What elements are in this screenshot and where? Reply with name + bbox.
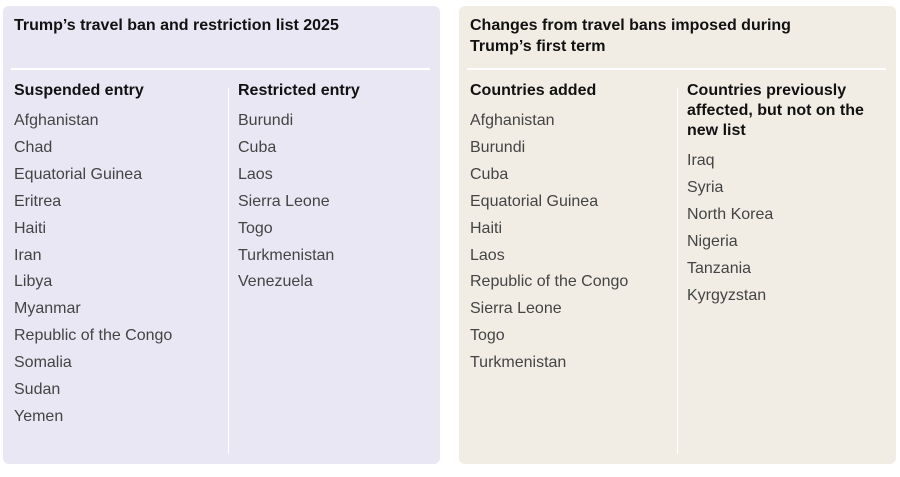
restricted-entry-list: Burundi Cuba Laos Sierra Leone Togo Turkmenis…: [238, 108, 428, 296]
previously-affected-country: Tanzania: [687, 259, 752, 277]
added-country: Republic of the Congo: [470, 273, 629, 291]
previously-affected-country: Iraq: [687, 152, 715, 169]
previously-affected-column: Countries previously affected, but not o…: [687, 81, 867, 309]
suspended-entry-list: Afghanistan Chad Equatorial Guinea Eritrea H…: [14, 108, 214, 431]
column-divider: [228, 88, 229, 454]
previously-affected-country: Nigeria: [687, 232, 738, 250]
restricted-country: Togo: [238, 219, 273, 237]
added-country: Laos: [470, 246, 505, 264]
suspended-country: Sudan: [14, 381, 61, 399]
first-term-changes-panel: Changes from travel bans imposed during …: [459, 6, 896, 464]
restricted-country: Cuba: [238, 138, 277, 156]
added-country: Burundi: [470, 138, 526, 156]
first-term-changes-title: Changes from travel bans imposed during …: [470, 17, 791, 55]
restricted-entry-header: Restricted entry: [238, 82, 360, 99]
countries-added-list: Afghanistan Burundi Cuba Equatorial Guinea H…: [470, 108, 670, 377]
suspended-country: Chad: [14, 138, 53, 156]
added-country: Sierra Leone: [470, 300, 562, 318]
added-country: Togo: [470, 327, 505, 345]
added-country: Cuba: [470, 165, 509, 183]
suspended-country: Somalia: [14, 354, 72, 372]
countries-added-header: Countries added: [470, 82, 597, 99]
added-country: Haiti: [470, 219, 503, 237]
travel-ban-panel: Trump’s travel ban and restriction list …: [3, 6, 440, 464]
previously-affected-country: North Korea: [687, 205, 774, 223]
suspended-country: Afghanistan: [14, 112, 99, 129]
suspended-country: Myanmar: [14, 300, 81, 318]
suspended-entry-column: Suspended entry Afghanistan Chad Equatoria…: [14, 81, 214, 431]
title-divider: [11, 68, 430, 70]
restricted-country: Venezuela: [238, 273, 313, 291]
added-country: Afghanistan: [470, 112, 555, 129]
restricted-entry-column: Restricted entry Burundi Cuba Laos Sierra L…: [238, 81, 428, 296]
suspended-country: Equatorial Guinea: [14, 165, 143, 183]
suspended-country: Yemen: [14, 407, 64, 425]
suspended-country: Republic of the Congo: [14, 327, 173, 345]
added-country: Equatorial Guinea: [470, 192, 599, 210]
suspended-country: Eritrea: [14, 192, 62, 210]
suspended-country: Libya: [14, 273, 53, 291]
restricted-country: Turkmenistan: [238, 246, 335, 264]
travel-ban-title: Trump’s travel ban and restriction list …: [14, 17, 339, 34]
title-divider: [467, 68, 886, 70]
restricted-country: Sierra Leone: [238, 192, 330, 210]
column-divider: [677, 88, 678, 454]
previously-affected-header: Countries previously affected, but not o…: [687, 82, 864, 139]
restricted-country: Laos: [238, 165, 273, 183]
previously-affected-country: Kyrgyzstan: [687, 286, 767, 304]
suspended-entry-header: Suspended entry: [14, 82, 144, 99]
suspended-country: Iran: [14, 246, 42, 264]
countries-added-column: Countries added Afghanistan Burundi Cuba Eq…: [470, 81, 670, 377]
previously-affected-list: Iraq Syria North Korea Nigeria Tanzania Kyrgy…: [687, 148, 867, 309]
added-country: Turkmenistan: [470, 354, 567, 372]
previously-affected-country: Syria: [687, 178, 724, 196]
suspended-country: Haiti: [14, 219, 47, 237]
restricted-country: Burundi: [238, 112, 294, 129]
